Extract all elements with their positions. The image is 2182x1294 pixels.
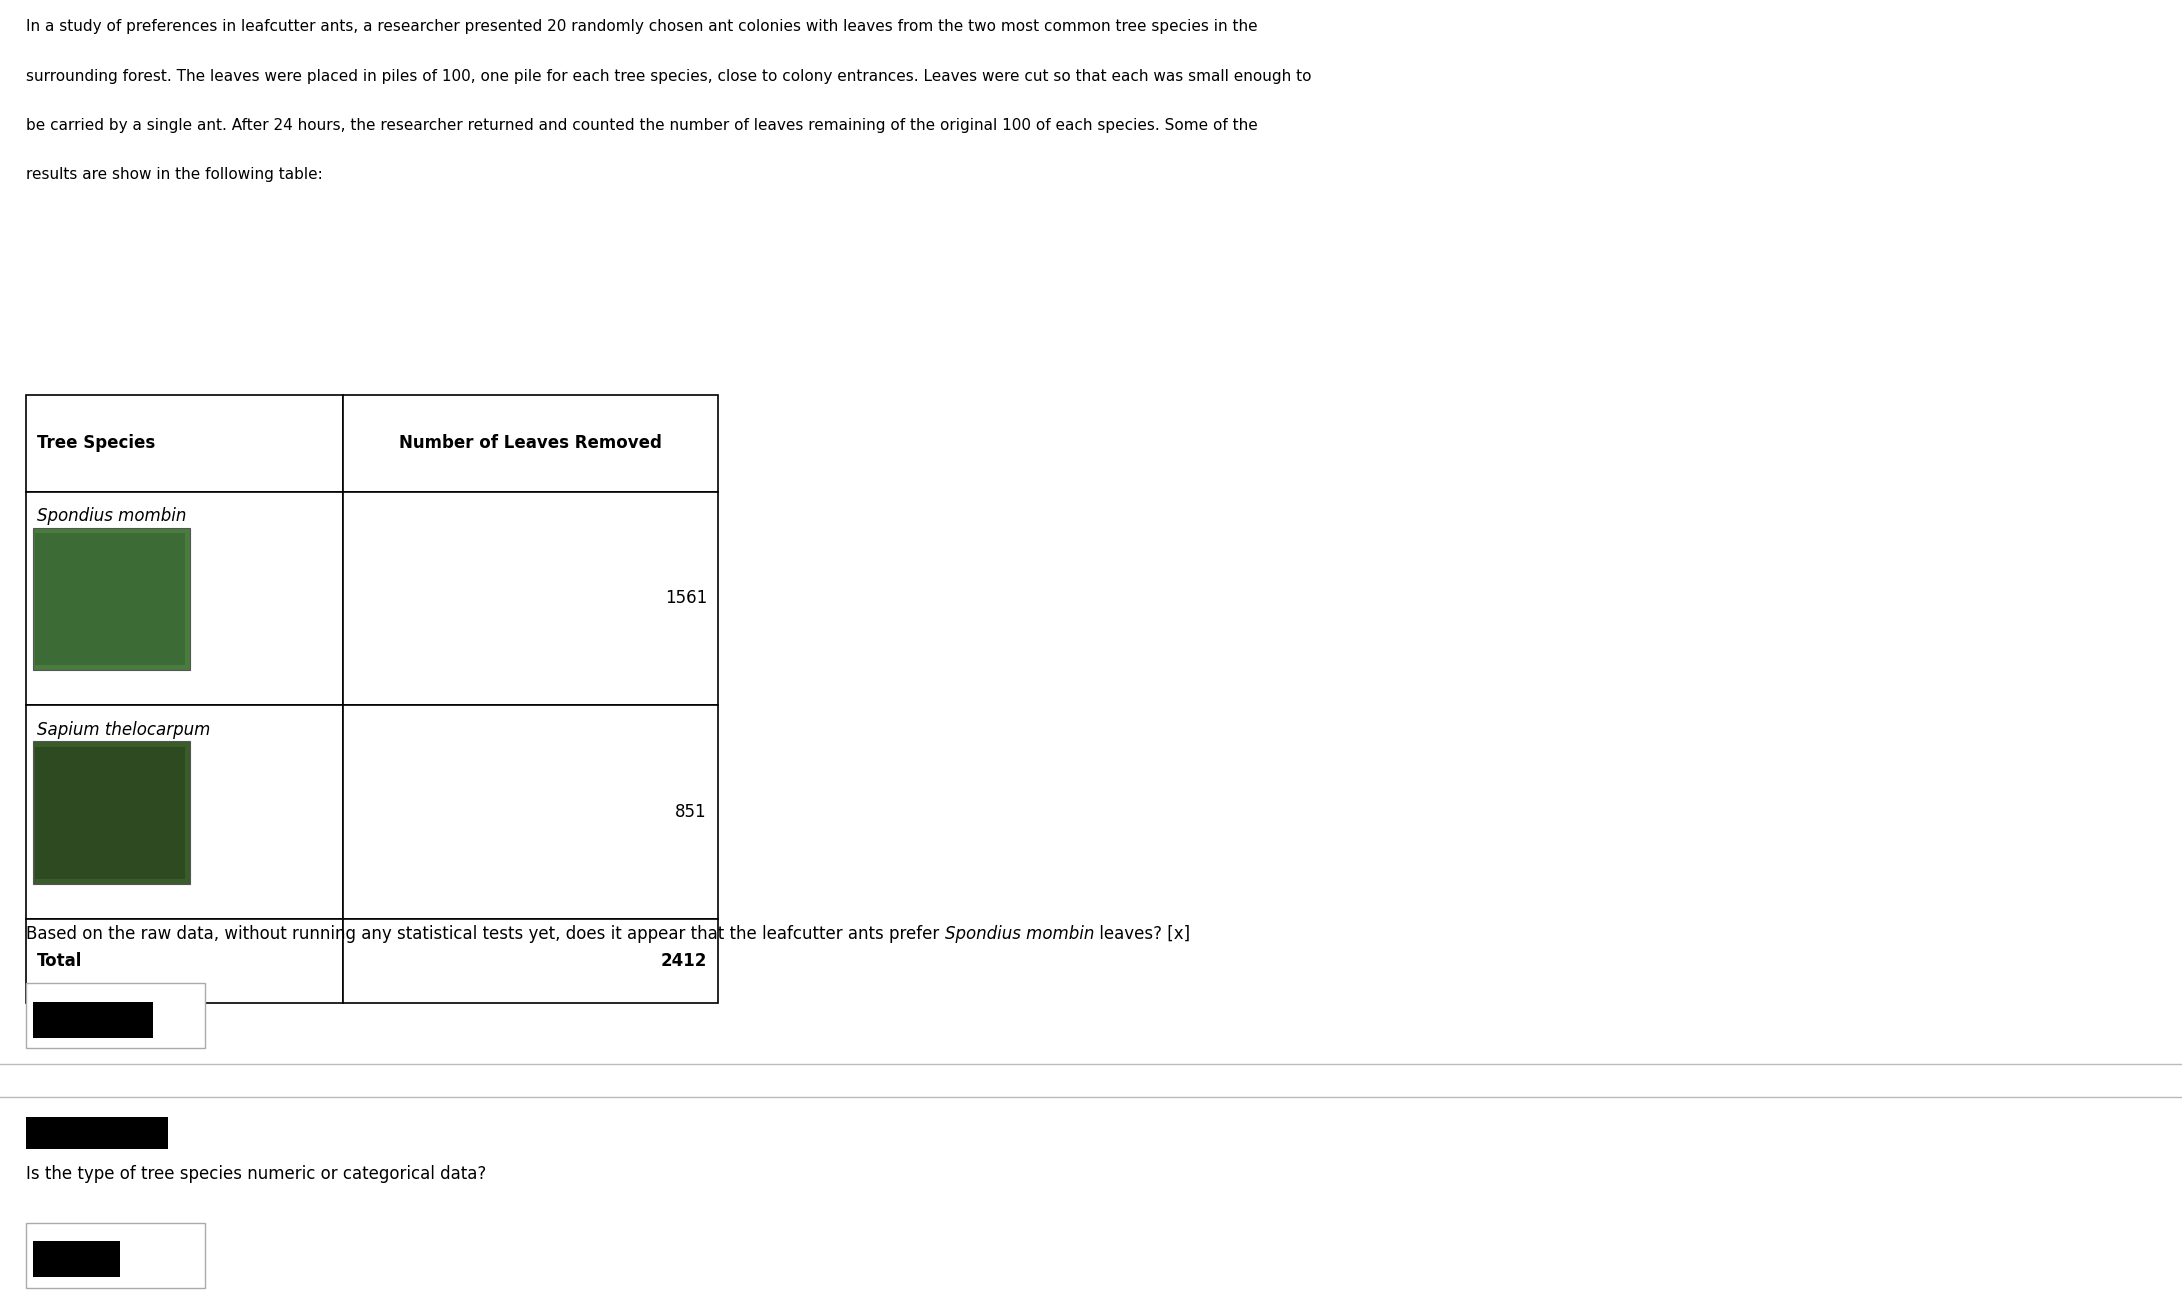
Text: 851: 851 bbox=[676, 804, 707, 820]
Bar bbox=[26, 492, 343, 705]
Bar bbox=[343, 919, 718, 1003]
Bar bbox=[343, 705, 718, 919]
Text: Based on the raw data, without running any statistical tests yet, does it appear: Based on the raw data, without running a… bbox=[26, 925, 945, 943]
Bar bbox=[33, 1002, 153, 1038]
Text: Spondius mombin: Spondius mombin bbox=[945, 925, 1093, 943]
Text: 1561: 1561 bbox=[666, 590, 707, 607]
Bar bbox=[26, 1223, 205, 1288]
Bar bbox=[343, 492, 718, 705]
Text: 2412: 2412 bbox=[661, 952, 707, 969]
Text: Total: Total bbox=[37, 952, 83, 969]
Bar bbox=[26, 705, 343, 919]
Bar bbox=[33, 528, 190, 670]
Bar bbox=[343, 395, 718, 492]
Text: In a study of preferences in leafcutter ants, a researcher presented 20 randomly: In a study of preferences in leafcutter … bbox=[26, 19, 1257, 35]
Text: Is the type of tree species numeric or categorical data?: Is the type of tree species numeric or c… bbox=[26, 1165, 487, 1183]
Bar bbox=[35, 747, 185, 879]
Bar bbox=[26, 919, 343, 1003]
Text: leaves? [x]: leaves? [x] bbox=[1093, 925, 1189, 943]
Text: Tree Species: Tree Species bbox=[37, 435, 155, 452]
Bar bbox=[26, 1117, 168, 1149]
Text: Number of Leaves Removed: Number of Leaves Removed bbox=[399, 435, 661, 452]
Text: Sapium thelocarpum: Sapium thelocarpum bbox=[37, 721, 209, 739]
Text: surrounding forest. The leaves were placed in piles of 100, one pile for each tr: surrounding forest. The leaves were plac… bbox=[26, 69, 1311, 84]
Bar bbox=[26, 395, 343, 492]
Bar bbox=[26, 983, 205, 1048]
Bar bbox=[33, 1241, 120, 1277]
Text: Spondius mombin: Spondius mombin bbox=[37, 507, 185, 525]
Text: results are show in the following table:: results are show in the following table: bbox=[26, 167, 323, 182]
Bar bbox=[35, 533, 185, 665]
Bar bbox=[33, 741, 190, 884]
Text: be carried by a single ant. After 24 hours, the researcher returned and counted : be carried by a single ant. After 24 hou… bbox=[26, 118, 1259, 133]
